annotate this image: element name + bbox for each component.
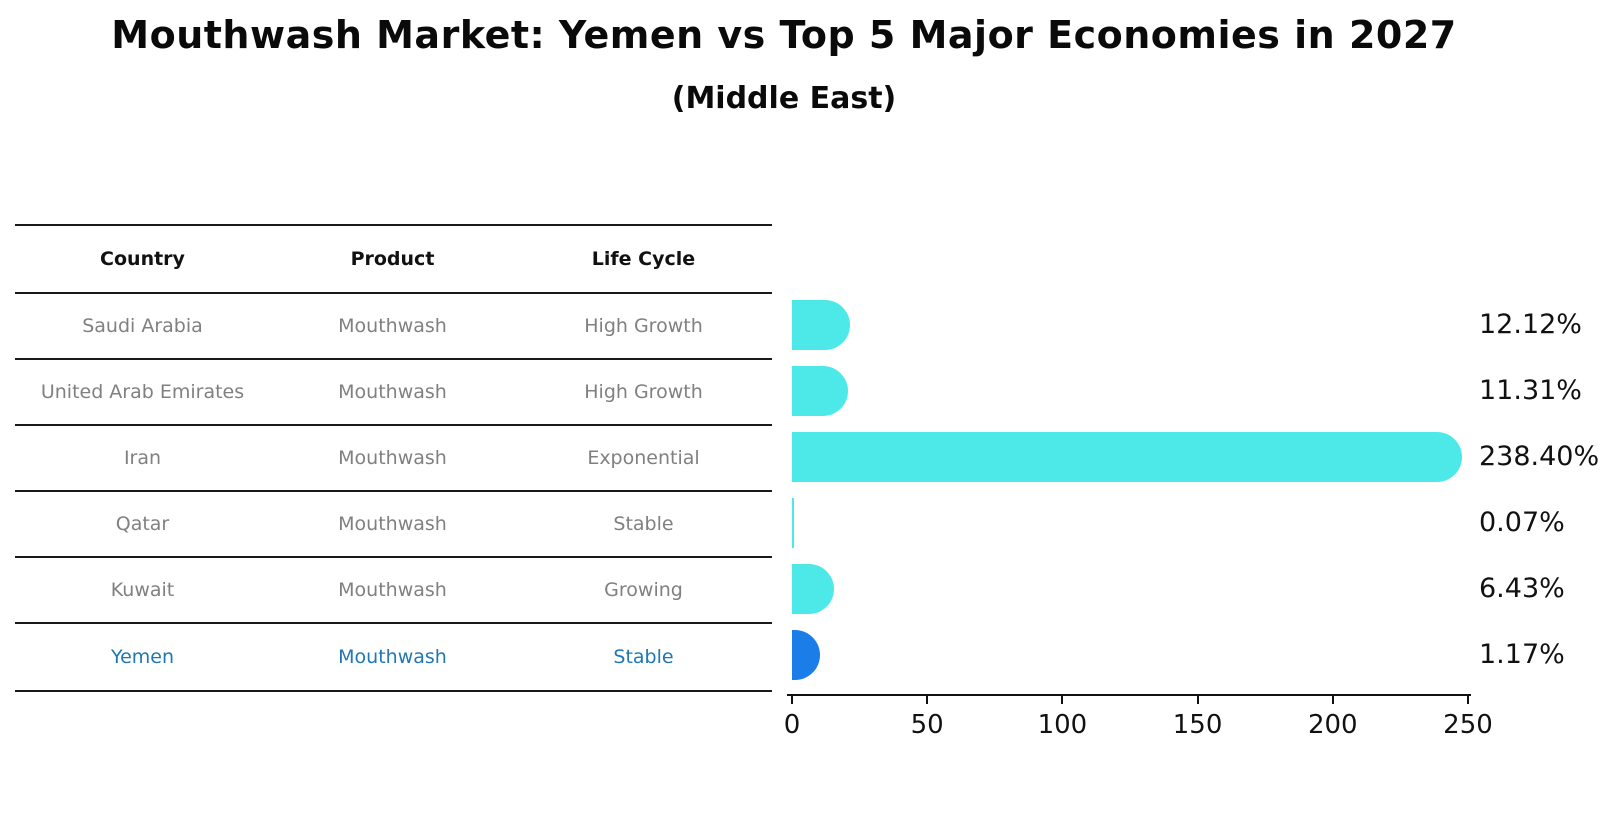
table-cell-country: Saudi Arabia	[82, 315, 203, 337]
table-row-saudi-arabia: Saudi Arabia Mouthwash High Growth	[15, 294, 772, 360]
country-table: Country Product Life Cycle Saudi Arabia M…	[15, 224, 772, 692]
x-tick-label-50: 50	[910, 710, 944, 740]
table-cell-life-cycle: Growing	[604, 579, 683, 601]
x-tick-label-250: 250	[1443, 710, 1493, 740]
table-cell-product: Mouthwash	[338, 579, 447, 601]
x-tick-mark-150	[1196, 695, 1199, 704]
x-tick-label-200: 200	[1307, 710, 1358, 740]
table-cell-country: Qatar	[115, 513, 170, 535]
bar-united-arab-emirates	[792, 366, 848, 416]
bar-iran	[792, 432, 1462, 482]
table-cell-product: Mouthwash	[338, 513, 447, 535]
chart-subtitle: (Middle East)	[671, 81, 897, 116]
bar-value-label-yemen: 1.17%	[1479, 639, 1565, 670]
table-header-row: Country Product Life Cycle	[15, 226, 772, 294]
x-tick-mark-0	[791, 695, 793, 704]
table-row-kuwait: Kuwait Mouthwash Growing	[15, 558, 772, 624]
table-cell-life-cycle: Exponential	[587, 447, 700, 469]
table-cell-country: Kuwait	[110, 579, 175, 601]
table-cell-country: Yemen	[110, 646, 174, 668]
column-header-country: Country	[100, 248, 185, 270]
chart-title: Mouthwash Market: Yemen vs Top 5 Major E…	[111, 13, 1457, 57]
bar-qatar	[792, 498, 794, 548]
table-cell-country: United Arab Emirates	[40, 381, 245, 403]
x-tick-mark-250	[1467, 695, 1469, 704]
table-row-united-arab-emirates: United Arab Emirates Mouthwash High Growth	[15, 360, 772, 426]
x-tick-mark-100	[1061, 695, 1064, 704]
x-axis-line	[787, 694, 1471, 696]
bar-kuwait	[792, 564, 835, 614]
x-tick-label-100: 100	[1037, 710, 1088, 740]
bar-yemen	[792, 630, 821, 680]
column-header-product: Product	[350, 248, 435, 270]
table-row-iran: Iran Mouthwash Exponential	[15, 426, 772, 492]
table-cell-country: Iran	[123, 447, 162, 469]
bar-value-label-qatar: 0.07%	[1479, 507, 1565, 538]
column-header-life-cycle: Life Cycle	[591, 248, 696, 270]
table-cell-life-cycle: Stable	[613, 513, 674, 535]
x-tick-label-0: 0	[783, 710, 801, 740]
bar-value-label-saudi-arabia: 12.12%	[1479, 309, 1582, 340]
table-row-qatar: Qatar Mouthwash Stable	[15, 492, 772, 558]
bar-saudi-arabia	[792, 300, 850, 350]
table-cell-product: Mouthwash	[338, 447, 447, 469]
bar-value-label-iran: 238.40%	[1479, 441, 1600, 472]
table-cell-life-cycle: High Growth	[584, 381, 703, 403]
table-row-yemen: Yemen Mouthwash Stable	[15, 624, 772, 690]
table-cell-life-cycle: Stable	[613, 646, 674, 668]
bar-value-label-kuwait: 6.43%	[1479, 573, 1565, 604]
table-cell-product: Mouthwash	[338, 381, 447, 403]
x-tick-mark-200	[1331, 695, 1334, 704]
table-cell-product: Mouthwash	[338, 646, 447, 668]
table-cell-life-cycle: High Growth	[584, 315, 703, 337]
x-tick-label-150: 150	[1172, 710, 1223, 740]
x-tick-mark-50	[926, 695, 929, 704]
bar-value-label-united-arab-emirates: 11.31%	[1479, 375, 1582, 406]
table-cell-product: Mouthwash	[338, 315, 447, 337]
figure-header: Mouthwash Market: Yemen vs Top 5 Major E…	[0, 0, 1568, 116]
